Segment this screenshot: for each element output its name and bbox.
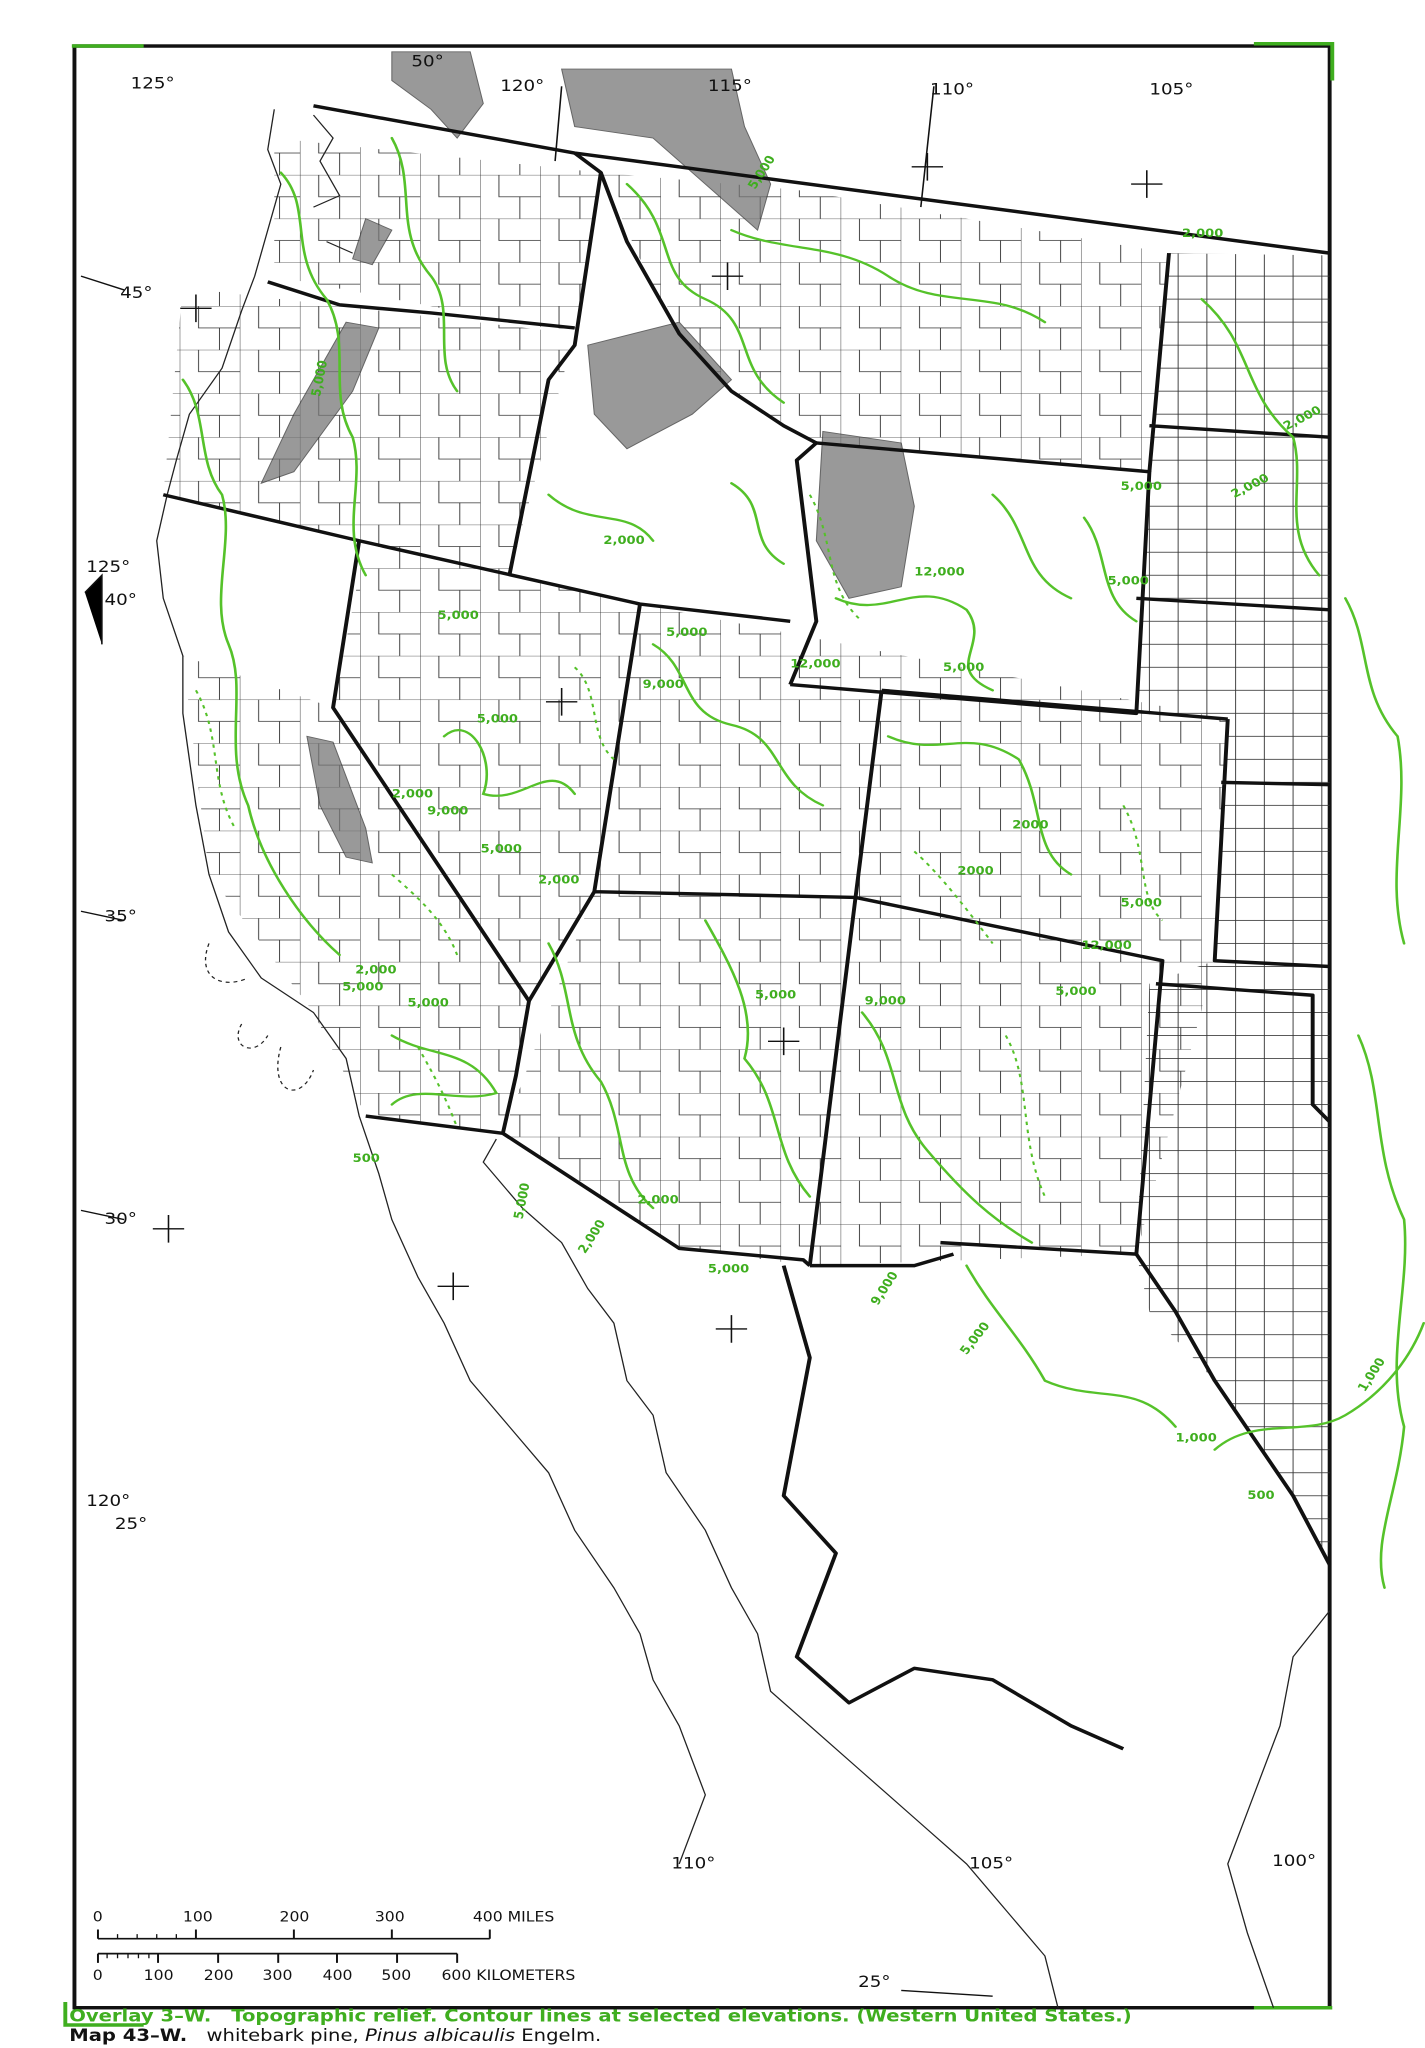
map-caption: Map 43–W. whitebark pine, Pinus albicaul… <box>69 2026 601 2046</box>
contour-label: 5,000 <box>1108 574 1149 587</box>
contour-label: 5,000 <box>755 988 796 1001</box>
graticule-label: 125° <box>86 558 130 577</box>
graticule-label: 35° <box>104 908 136 927</box>
contour-label: 9,000 <box>643 678 684 691</box>
contour-label: 2,000 <box>637 1193 678 1206</box>
contour-label: 2,000 <box>392 787 433 800</box>
graticule-label: 120° <box>86 1492 130 1511</box>
scale-label: 500 <box>381 1968 411 1984</box>
contour-label: 500 <box>1247 1489 1274 1502</box>
contour-label: 2,000 <box>355 963 396 976</box>
contour-label: 2,000 <box>1182 227 1223 240</box>
graticule-label: 50° <box>411 53 443 72</box>
coastline <box>156 109 1332 2008</box>
graticule-label: 105° <box>969 1854 1013 1873</box>
contour-label: 5,000 <box>481 842 522 855</box>
graticule-label: 125° <box>131 75 175 94</box>
scale-label: 200 <box>280 1909 310 1925</box>
contour-label: 5,000 <box>957 1320 993 1357</box>
contour-label: 2,000 <box>603 534 644 547</box>
graticule-label: 105° <box>1149 80 1193 99</box>
graticule-label: 40° <box>104 591 136 610</box>
contour-label: 12,000 <box>790 657 840 670</box>
contour-label: 2,000 <box>538 873 579 886</box>
contour-label: 12,000 <box>1081 939 1131 952</box>
scale-label: 0 <box>93 1968 103 1984</box>
graticule-labels: 125° 50° 120° 115° 110° 105° 45° 125° 40… <box>86 53 1316 1992</box>
contour-label: 5,000 <box>1121 896 1162 909</box>
graticule-label: 45° <box>120 284 152 303</box>
contour-label: 5,000 <box>943 660 984 673</box>
contour-label: 2,000 <box>575 1217 609 1255</box>
graticule-label: 30° <box>104 1210 136 1229</box>
contour-lines <box>181 136 1425 1589</box>
scale-label: 200 <box>204 1968 234 1984</box>
contour-label: 9,000 <box>427 804 468 817</box>
graticule-label: 110° <box>671 1854 715 1873</box>
graticule-label: 25° <box>858 1973 890 1992</box>
author: Engelm. <box>521 2026 601 2046</box>
contour-label: 2000 <box>957 864 993 877</box>
contour-label: 1,000 <box>1176 1431 1217 1444</box>
scientific-name: Pinus albicaulis <box>365 2026 515 2046</box>
scale-label: 300 <box>263 1968 293 1984</box>
contour-label: 5,000 <box>666 626 707 639</box>
scale-label: 100 <box>144 1968 174 1984</box>
contour-label: 5,000 <box>438 609 479 622</box>
graticule <box>80 86 1163 1997</box>
contour-label: 5,000 <box>408 996 449 1009</box>
contour-label: 5,000 <box>342 980 383 993</box>
overlay-text: Topographic relief. Contour lines at sel… <box>231 2007 1131 2027</box>
graticule-label: 25° <box>115 1515 147 1534</box>
contour-label: 9,000 <box>865 994 906 1007</box>
scale-bar: 0 100 200 300 400 MILES 0 100 200 300 40… <box>93 1909 576 1984</box>
graticule-label: 110° <box>930 80 974 99</box>
state-borders <box>162 104 1332 1267</box>
overlay-caption: Overlay 3–W. Topographic relief. Contour… <box>69 2007 1131 2027</box>
graticule-label: 100° <box>1272 1852 1316 1871</box>
contour-label: 1,000 <box>1355 1356 1389 1394</box>
contour-label: 5,000 <box>477 712 518 725</box>
scale-label: 400 MILES <box>473 1909 555 1925</box>
contour-label: 2000 <box>1012 818 1048 831</box>
scale-label: 300 <box>375 1909 405 1925</box>
contour-label: 5,000 <box>708 1262 749 1275</box>
scale-label: 600 KILOMETERS <box>441 1968 575 1984</box>
common-name: whitebark pine, <box>207 2026 359 2046</box>
contour-label: 5,000 <box>309 359 331 397</box>
graticule-label: 120° <box>500 77 544 96</box>
scale-label: 0 <box>93 1909 103 1925</box>
contour-label: 9,000 <box>868 1269 902 1307</box>
overlay-label: Overlay 3–W. <box>69 2007 211 2027</box>
contour-label: 12,000 <box>914 565 964 578</box>
contour-label: 5,000 <box>1121 480 1162 493</box>
scale-label: 100 <box>183 1909 213 1925</box>
map-label: Map 43–W. <box>69 2026 187 2046</box>
graticule-label: 115° <box>708 77 752 96</box>
contour-label: 5,000 <box>1055 985 1096 998</box>
scale-label: 400 <box>323 1968 353 1984</box>
contour-label: 5,000 <box>511 1182 533 1220</box>
contour-label: 500 <box>353 1152 380 1165</box>
